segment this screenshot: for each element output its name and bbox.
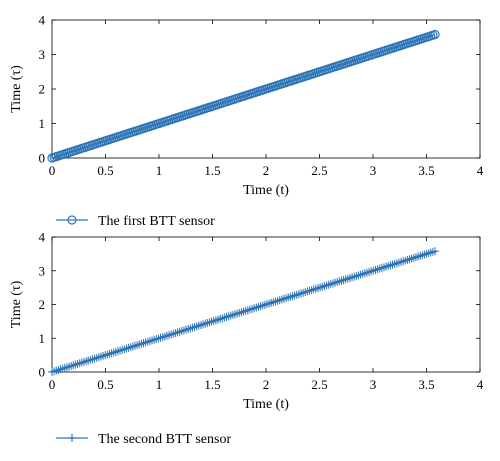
x-tick-label: 4 [477,163,484,178]
y-tick-label: 1 [39,331,46,346]
y-axis-label: Time (τ) [9,65,24,113]
legend: The first BTT sensor [56,214,215,229]
x-tick-label: 3 [370,377,377,392]
data-point-marker [430,29,440,40]
y-tick-label: 0 [39,365,46,380]
y-axis-label: Time (τ) [9,280,24,328]
series-markers [48,247,440,376]
y-tick-label: 3 [39,263,46,278]
x-tick-label: 2 [263,163,270,178]
x-tick-label: 2.5 [311,377,327,392]
x-tick-label: 1.5 [204,163,220,178]
legend-marker [67,215,77,225]
x-tick-label: 3.5 [418,377,434,392]
series-markers [47,29,440,163]
x-tick-label: 0 [49,377,56,392]
x-tick-label: 4 [477,377,484,392]
legend: The second BTT sensor [56,432,231,447]
x-tick-label: 3 [370,163,377,178]
y-tick-label: 3 [39,47,46,62]
x-tick-label: 1 [156,163,163,178]
y-tick-label: 4 [39,230,46,245]
x-axis-label: Time (t) [243,397,289,412]
x-axis-label: Time (t) [243,183,289,198]
chart-panel-first-sensor: 0 0.5 1 1.5 2 2.5 3 3.5 4 0 1 2 3 4 Time (t) Time (τ) Th… [9,13,484,230]
chart-panel-second-sensor: 0 0.5 1 1.5 2 2.5 3 3.5 4 0 1 2 3 4 Time (t) Time (τ) Th… [9,230,484,448]
x-tick-label: 2 [263,377,270,392]
y-tick-label: 4 [39,13,46,28]
legend-label: The first BTT sensor [98,214,215,229]
legend-label: The second BTT sensor [98,432,231,447]
x-tick-label: 1.5 [204,377,220,392]
x-tick-label: 3.5 [418,163,434,178]
x-tick-label: 2.5 [311,163,327,178]
x-tick-label: 1 [156,377,163,392]
y-tick-label: 2 [39,82,46,97]
y-tick-label: 0 [39,151,46,166]
y-tick-label: 2 [39,297,46,312]
x-tick-label: 0 [49,163,56,178]
x-tick-label: 0.5 [97,163,113,178]
y-tick-label: 1 [39,116,46,131]
x-tick-label: 0.5 [97,377,113,392]
